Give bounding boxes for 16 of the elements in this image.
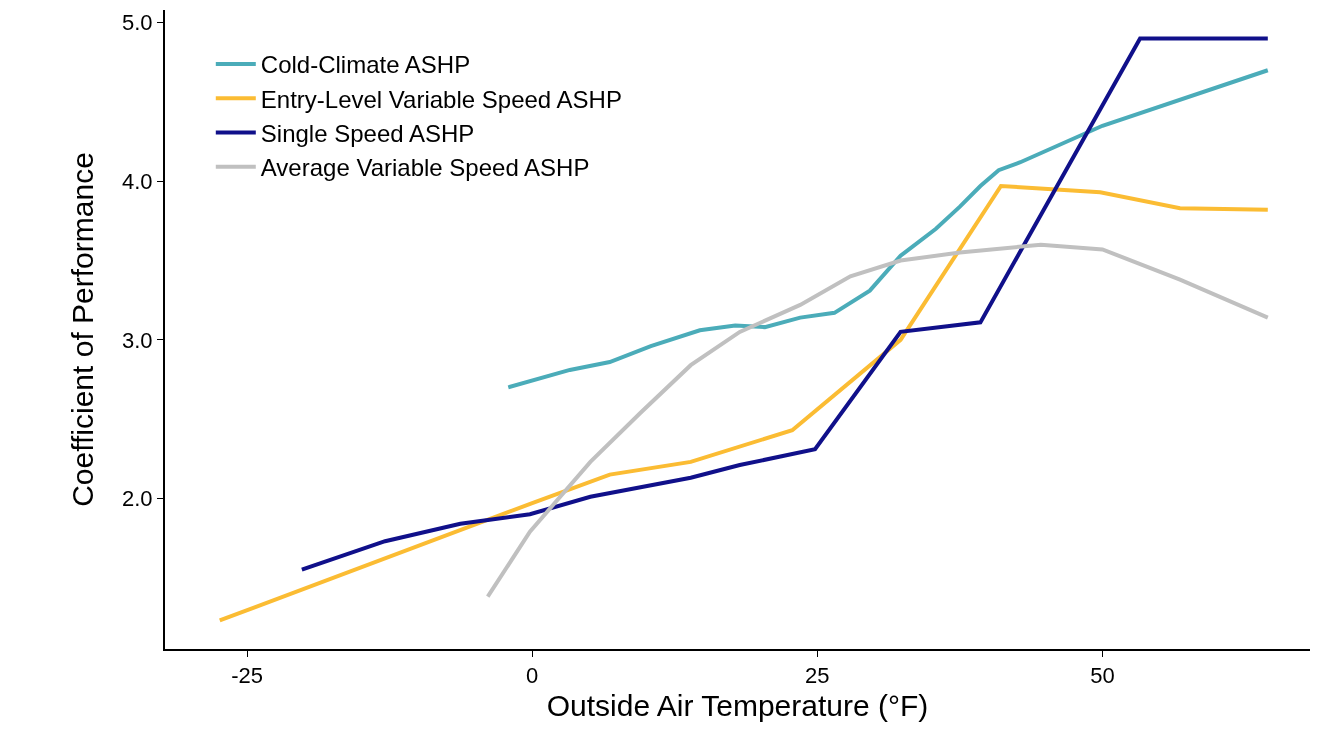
legend-label: Entry-Level Variable Speed ASHP [260, 85, 622, 113]
line-series [485, 242, 1270, 599]
x-tick-label: 50 [1090, 663, 1115, 689]
line-series [217, 184, 1270, 623]
y-axis-title: Coefficient of Performance [65, 152, 99, 507]
x-axis-title: Outside Air Temperature (°F) [546, 689, 929, 723]
x-tick-label: -25 [231, 663, 264, 689]
x-tick-label: 25 [805, 663, 830, 689]
x-tick-label: 0 [526, 663, 539, 689]
y-tick-label: 3.0 [122, 327, 153, 353]
y-tick-label: 5.0 [122, 10, 153, 36]
legend-label: Average Variable Speed ASHP [260, 154, 590, 182]
y-tick-label: 4.0 [122, 168, 153, 194]
legend-label: Cold-Climate ASHP [260, 51, 471, 79]
y-tick-label: 2.0 [122, 486, 153, 512]
legend-label: Single Speed ASHP [260, 119, 475, 147]
